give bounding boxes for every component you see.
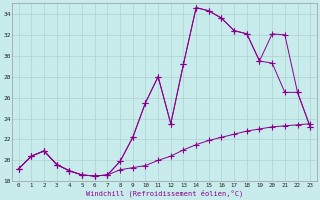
X-axis label: Windchill (Refroidissement éolien,°C): Windchill (Refroidissement éolien,°C) (86, 189, 243, 197)
